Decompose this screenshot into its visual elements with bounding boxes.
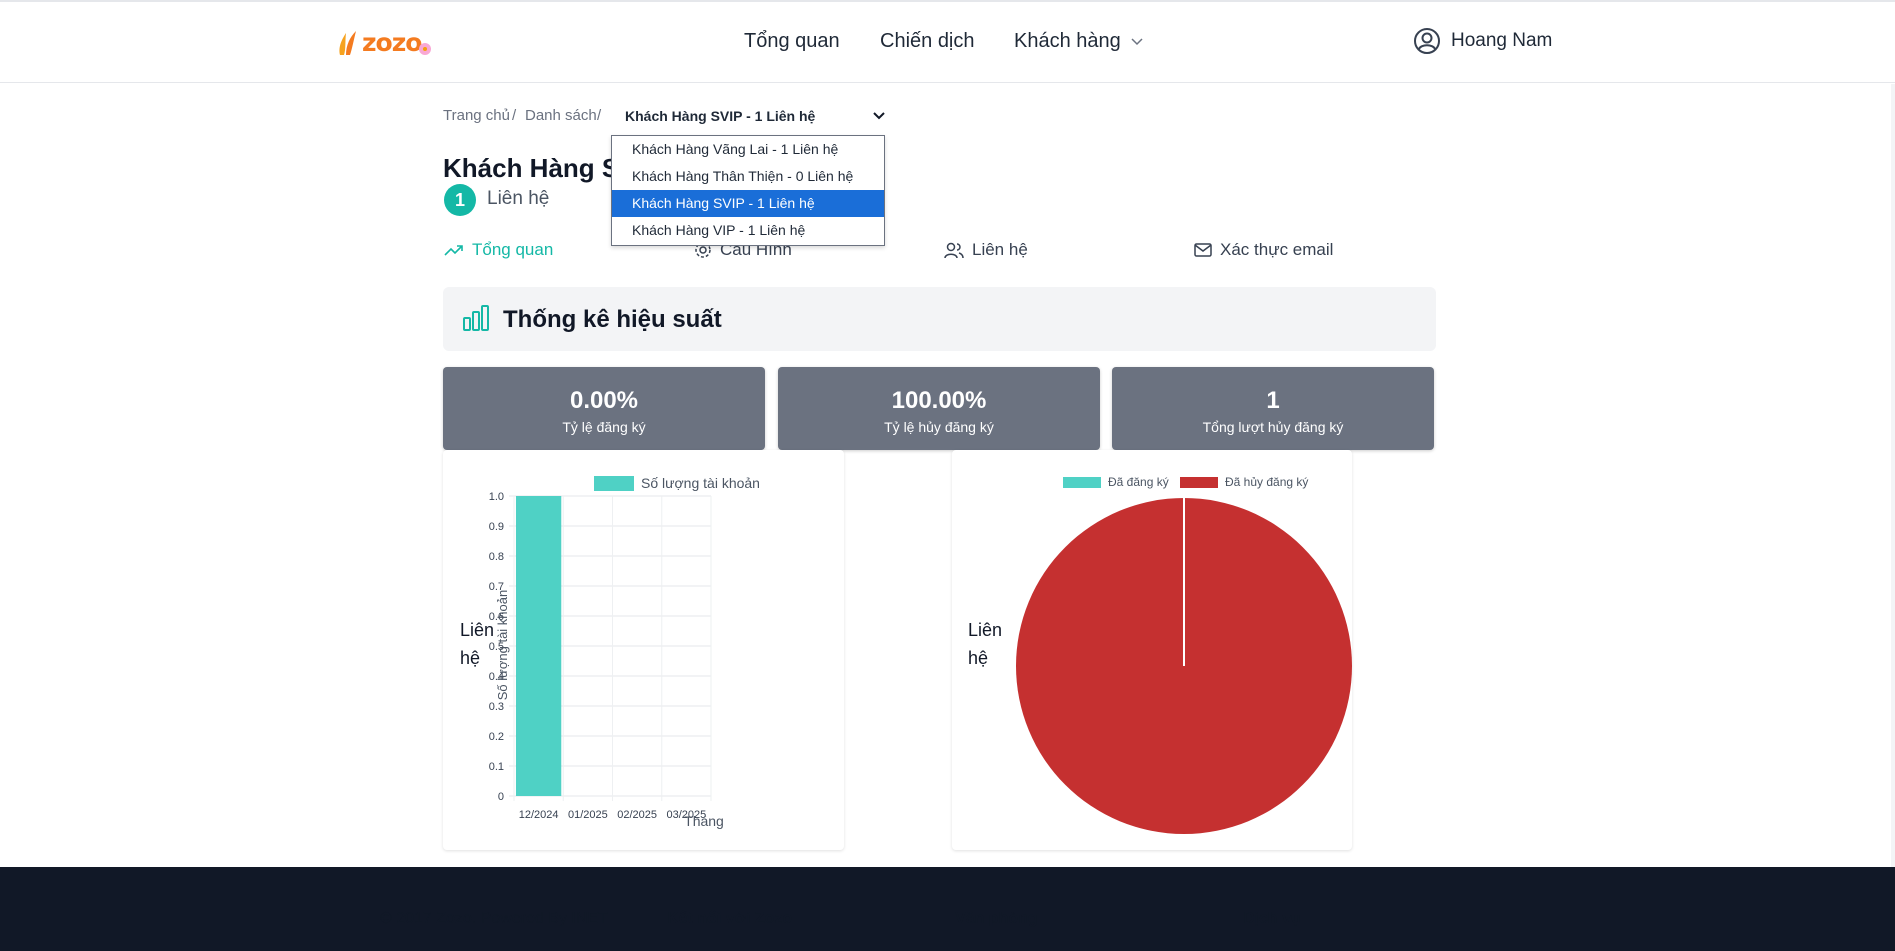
header <box>0 2 1895 83</box>
bar-chart-side-label: Liên hệ <box>460 620 495 668</box>
legend-swatch <box>1063 477 1101 488</box>
footer-connect-heading: Kết nối với Zozo <box>667 910 793 927</box>
y-tick-label: 0.5 <box>489 641 504 653</box>
chevron-down-icon <box>1131 37 1143 45</box>
y-tick-label: 0 <box>498 791 504 803</box>
y-axis: 0 0.1 0.2 0.3 0.4 0.5 0.6 0.7 0.8 0.9 1.0 <box>489 491 504 803</box>
y-tick-label: 0.6 <box>489 611 504 623</box>
dropdown-option-selected[interactable]: Khách Hàng SVIP - 1 Liên hệ <box>612 190 884 217</box>
tab-contacts-label: Liên hệ <box>972 240 1028 259</box>
x-axis-title: Tháng <box>684 813 724 829</box>
contact-count-label: Liên hệ <box>487 188 550 209</box>
chevron-down-icon <box>873 112 885 120</box>
nav-customers-label: Khách hàng <box>1014 30 1121 52</box>
stat-value: 0.00% <box>569 387 639 414</box>
bar-series <box>515 496 562 796</box>
legend-label: Đã hủy đăng ký <box>1225 475 1308 489</box>
legend-swatch <box>594 476 634 491</box>
stat-card-unsubscribe-rate: 100.00% Tỷ lệ hủy đăng ký <box>778 367 1100 450</box>
pie-series <box>1016 498 1352 834</box>
y-tick-label: 0.4 <box>489 671 504 683</box>
footer-office-heading: Văn phòng <box>955 910 1038 927</box>
nav-campaigns[interactable]: Chiến dịch <box>880 30 975 52</box>
stat-label: Tỷ lệ hủy đăng ký <box>884 419 994 435</box>
dropdown-option[interactable]: Khách Hàng VIP - 1 Liên hệ <box>632 222 806 238</box>
y-tick-label: 0.3 <box>489 701 504 713</box>
y-tick-label: 0.7 <box>489 581 504 593</box>
y-tick-label: 0.9 <box>489 521 504 533</box>
footer <box>0 867 1895 951</box>
x-tick-label: 01/2025 <box>568 809 608 821</box>
tab-contacts[interactable]: Liên hệ <box>944 240 1028 260</box>
legend-label: Đã đăng ký <box>1108 475 1169 489</box>
tab-email-verify-label: Xác thực email <box>1220 240 1334 259</box>
top-border <box>0 0 1895 2</box>
x-tick-label: 03/2025 <box>666 809 706 821</box>
stat-label: Tổng lượt hủy đăng ký <box>1202 419 1344 435</box>
logo-leaf-icon <box>339 31 356 55</box>
logo-flower-icon <box>419 43 432 55</box>
scrollbar-track[interactable] <box>1891 84 1895 867</box>
user-menu[interactable]: Hoang Nam <box>1413 27 1552 55</box>
x-axis: 12/2024 01/2025 02/2025 03/2025 <box>519 809 707 821</box>
dropdown-option[interactable]: Khách Hàng Thân Thiện - 0 Liên hệ <box>632 168 854 184</box>
logo[interactable]: zozo <box>336 24 433 60</box>
x-tick-label: 12/2024 <box>519 809 559 821</box>
legend-swatch <box>1180 477 1218 488</box>
stat-value: 1 <box>1266 387 1280 414</box>
tab-email-verify[interactable]: Xác thực email <box>1194 240 1333 260</box>
bar-chart-icon <box>463 305 489 331</box>
users-icon <box>944 242 964 259</box>
tab-overview[interactable]: Tổng quan <box>444 240 553 260</box>
user-name: Hoang Nam <box>1451 30 1553 51</box>
breadcrumb-separator: / <box>597 107 602 124</box>
y-tick-label: 0.1 <box>489 761 504 773</box>
y-tick-label: 1.0 <box>489 491 504 503</box>
stats-header-panel <box>443 287 1436 351</box>
contact-count-badge: 1 <box>444 184 476 216</box>
mail-icon <box>1194 243 1212 257</box>
stat-value: 100.00% <box>891 387 987 414</box>
pie-chart: Đã đăng ký Đã hủy đăng ký <box>1016 475 1352 834</box>
pie-chart-side-label: Liên hệ <box>968 620 1003 668</box>
stat-label: Tỷ lệ đăng ký <box>562 419 646 435</box>
bar-chart-card <box>443 450 844 850</box>
trending-up-icon <box>444 245 463 256</box>
group-select[interactable]: Khách Hàng SVIP - 1 Liên hệ <box>625 104 885 128</box>
tab-overview-label: Tổng quan <box>472 240 554 259</box>
stat-card-total-unsubscribes: 1 Tổng lượt hủy đăng ký <box>1112 367 1434 450</box>
group-select-dropdown: Khách Hàng Vãng Lai - 1 Liên hệ Khách Hà… <box>611 135 885 246</box>
logo-text: zozo <box>362 27 422 57</box>
bar-chart: Số lượng tài khoản 0 0.1 0.2 0.3 0.4 0.5 0.6 0.… <box>489 475 760 829</box>
page-title: Khách Hàng SVIP <box>443 153 611 183</box>
stat-card-signup-rate: 0.00% Tỷ lệ đăng ký <box>443 367 765 450</box>
stats-title: Thống kê hiệu suất <box>503 306 722 333</box>
y-tick-label: 0.8 <box>489 551 504 563</box>
breadcrumb-separator: / <box>512 107 517 124</box>
nav-overview[interactable]: Tổng quan <box>744 30 840 52</box>
footer-services-heading: Dịch vụ <box>1243 910 1301 927</box>
nav-customers[interactable]: Khách hàng <box>1014 30 1143 53</box>
x-tick-label: 02/2025 <box>617 809 657 821</box>
y-tick-label: 0.2 <box>489 731 504 743</box>
dropdown-option[interactable]: Khách Hàng Vãng Lai - 1 Liên hệ <box>632 141 839 157</box>
breadcrumb-list[interactable]: Danh sách <box>525 107 597 124</box>
group-select-value: Khách Hàng SVIP - 1 Liên hệ <box>625 108 816 124</box>
bar <box>515 496 562 796</box>
legend-label: Số lượng tài khoản <box>641 475 760 491</box>
footer-copyright: © 2017 Zozo. Powered By INET <box>380 910 608 927</box>
user-avatar-icon <box>1414 28 1440 54</box>
y-axis-title: Số lượng tài khoản <box>495 590 510 700</box>
breadcrumb-home[interactable]: Trang chủ <box>443 107 510 124</box>
